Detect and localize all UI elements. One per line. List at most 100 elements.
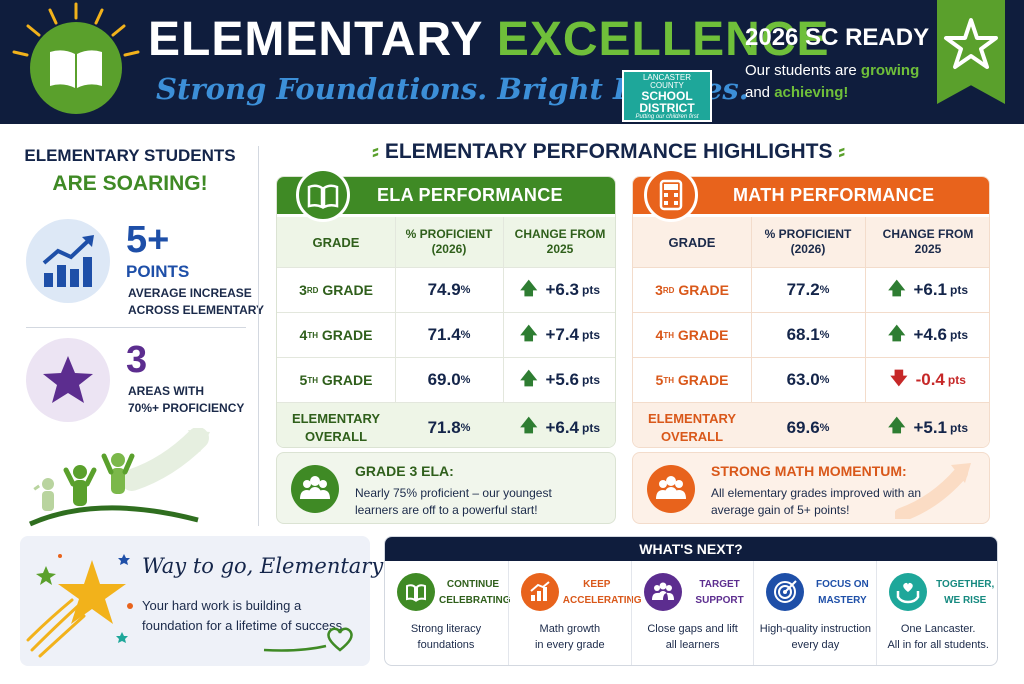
open-book-icon: [307, 184, 339, 210]
grade-sup: TH: [307, 330, 318, 340]
text-line2: in every grade: [534, 639, 605, 651]
waytogo-title: Way to go, Elementary!: [142, 554, 392, 578]
math-callout: STRONG MATH MOMENTUM: All elementary gra…: [632, 452, 990, 524]
arrow-up-icon: 🡅: [519, 368, 538, 388]
ela-callout-title: GRADE 3 ELA:: [355, 463, 454, 479]
shooting-star-icon: [26, 554, 133, 658]
arrow-up-icon: 🡅: [887, 278, 906, 298]
pct-value: 74.9%: [427, 280, 471, 299]
pct-num: 69.0: [427, 370, 461, 389]
ela-col-change: CHANGE FROM 2025: [503, 217, 615, 267]
pct-value: 71.8%: [427, 417, 471, 437]
stat2-desc-line2: 70%+ PROFICIENCY: [128, 401, 245, 415]
sc-sub-part1: Our students are: [745, 62, 857, 79]
title-part2: EXCELLENCE: [496, 13, 830, 66]
arrow-up-icon: 🡅: [519, 416, 538, 435]
grade-sup: RD: [662, 285, 675, 295]
change-unit: pts: [950, 420, 969, 435]
math-panel: MATH PERFORMANCE GRADE % PROFICIENT (2026…: [632, 176, 990, 448]
pct-num: 63.0: [786, 370, 820, 389]
stat2-desc-line1: AREAS WITH: [128, 384, 204, 398]
change-value: 🡅 +5.6 pts: [503, 358, 615, 402]
text-line1: High-quality instruction: [759, 623, 872, 635]
heart-icon: [263, 627, 353, 652]
math-callout-badge: [647, 465, 695, 513]
change-num: +5.6: [545, 370, 580, 389]
title-accent-right: ⸗: [832, 140, 846, 163]
cheering-kids-illustration: [28, 428, 210, 527]
star-outline-icon: [944, 18, 998, 69]
change-num: +4.6: [913, 325, 948, 344]
group-icon: [656, 476, 686, 499]
whats-next-item: TOGETHER, WE RISE One Lancaster. All in for…: [876, 561, 997, 665]
pct-num: 71.8: [427, 417, 461, 437]
people-icon-glyph: [651, 582, 674, 600]
change-unit: pts: [582, 328, 601, 342]
logo-line2: COUNTY: [650, 81, 684, 90]
waytogo-text: Your hard work is building a foundation …: [142, 598, 346, 633]
book-badge: [30, 22, 122, 114]
stat2-desc: AREAS WITH 70%+ PROFICIENCY: [128, 383, 268, 417]
ela-col-sep1: [395, 217, 396, 447]
change-unit: pts: [950, 328, 969, 342]
change-unit: pts: [947, 373, 966, 387]
grade-num: 4: [299, 327, 308, 343]
math-col-pct: % PROFICIENT (2026): [751, 217, 865, 267]
logo-line3: SCHOOL: [641, 89, 693, 103]
math-callout-title: STRONG MATH MOMENTUM:: [711, 463, 907, 479]
whats-next-item-title: KEEP ACCELERATING: [562, 577, 642, 609]
rising-arrow-icon: [895, 463, 971, 519]
math-callout-text: All elementary grades improved with an a…: [711, 486, 922, 517]
title-line2: WE RISE: [944, 595, 987, 606]
open-book-icon: [50, 50, 102, 88]
stat1-badge: [26, 219, 110, 303]
left-divider: [26, 327, 246, 328]
text-line1: Close gaps and lift: [647, 623, 738, 635]
change-value: 🡅 +5.1 pts: [865, 403, 989, 447]
ela-col-chg-line2: 2025: [546, 242, 574, 256]
table-row-overall: ELEMENTARY OVERALL 69.6% 🡅 +5.1 pts: [633, 402, 989, 447]
text-line2: every day: [791, 639, 840, 651]
grade-name: 3 RD GRADE: [277, 268, 395, 312]
title-line2: CELEBRATING: [439, 595, 511, 606]
grade-word: GRADE: [677, 327, 729, 343]
math-icon-badge: [644, 168, 698, 222]
stat1-label: POINTS: [126, 262, 190, 281]
whats-next-item: KEEP ACCELERATING Math growth in every grad…: [507, 561, 642, 665]
ela-icon-badge: [296, 168, 350, 222]
grade-num: 5: [655, 372, 664, 388]
pct-value: 63.0%: [786, 370, 830, 389]
logo-line1: LANCASTER: [642, 73, 691, 82]
change-num: +7.4: [545, 325, 580, 344]
math-col-chg-line1: CHANGE FROM: [882, 227, 974, 241]
whats-next-item-title: CONTINUE CELEBRATING: [439, 577, 511, 609]
grade-sup: TH: [663, 375, 674, 385]
change-value: 🡇 -0.4 pts: [865, 358, 989, 402]
ela-callout-text: Nearly 75% proficient – our youngest lea…: [355, 486, 552, 517]
arrow-up-icon: 🡅: [887, 416, 906, 435]
logo-line5: Putting our children first: [635, 114, 699, 120]
grade-name: 5 TH GRADE: [277, 358, 395, 402]
whats-next-item: CONTINUE CELEBRATING Strong literacy founda…: [385, 561, 511, 665]
book-icon: [397, 573, 435, 611]
whats-next-item-text: High-quality instruction every day: [758, 621, 872, 653]
change-num: +6.1: [913, 280, 948, 299]
table-row: 5 TH GRADE 63.0% 🡇 -0.4 pts: [633, 357, 989, 402]
math-col-pct-line1: % PROFICIENT: [764, 227, 852, 241]
text-line2: all learners: [665, 639, 720, 651]
ela-callout: GRADE 3 ELA: Nearly 75% proficient – our…: [276, 452, 616, 524]
arrow-up-icon: 🡅: [887, 323, 906, 343]
growth-chart-icon: [520, 573, 559, 611]
table-row: 5 TH GRADE 69.0% 🡅 +5.6 pts: [277, 357, 615, 402]
grade-name: ELEMENTARY OVERALL: [277, 403, 395, 447]
title-line1: TOGETHER,: [936, 579, 995, 590]
pct-num: 69.6: [786, 417, 820, 437]
hands-heart-icon: [889, 573, 928, 611]
grade-num: 4: [655, 327, 664, 343]
overall-line2: OVERALL: [304, 428, 368, 444]
grade-sup: TH: [663, 330, 674, 340]
change-num: +6.3: [545, 280, 580, 299]
title-line2: ACCELERATING: [562, 595, 642, 606]
title-line1: CONTINUE: [446, 579, 500, 590]
book-icon-glyph: [406, 584, 426, 602]
